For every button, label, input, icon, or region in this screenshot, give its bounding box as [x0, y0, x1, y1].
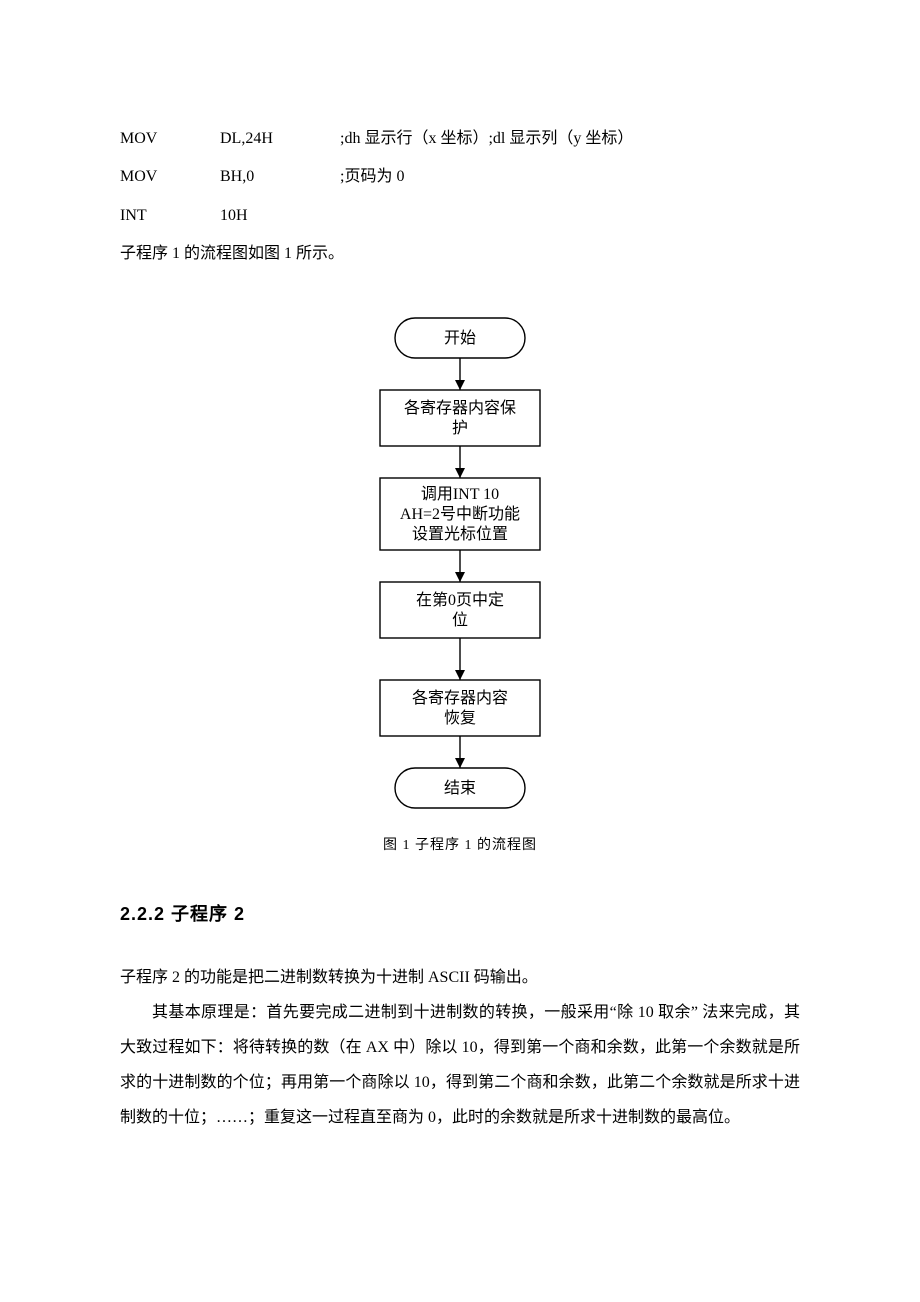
- code-comment: ;dh 显示行（x 坐标）;dl 显示列（y 坐标）: [340, 120, 800, 158]
- code-mnemonic: MOV: [120, 158, 220, 196]
- code-operand: DL,24H: [220, 120, 340, 158]
- svg-text:调用INT 10: 调用INT 10: [421, 485, 499, 503]
- assembly-code-block: MOV DL,24H ;dh 显示行（x 坐标）;dl 显示列（y 坐标） MO…: [120, 120, 800, 235]
- svg-text:各寄存器内容: 各寄存器内容: [412, 689, 508, 707]
- svg-text:在第0页中定: 在第0页中定: [416, 591, 504, 609]
- code-comment: ;页码为 0: [340, 158, 800, 196]
- code-mnemonic: MOV: [120, 120, 220, 158]
- svg-text:各寄存器内容保: 各寄存器内容保: [404, 399, 516, 417]
- svg-text:AH=2号中断功能: AH=2号中断功能: [400, 505, 520, 523]
- figure-caption: 图 1 子程序 1 的流程图: [383, 834, 537, 854]
- paragraph: 子程序 1 的流程图如图 1 所示。: [120, 235, 800, 273]
- code-line: MOV BH,0 ;页码为 0: [120, 158, 800, 196]
- flowchart-container: 开始各寄存器内容保护调用INT 10 AH=2号中断功能设置光标位置在第0页中定位…: [120, 314, 800, 854]
- code-operand: 10H: [220, 197, 340, 235]
- code-line: INT 10H: [120, 197, 800, 235]
- paragraph: 子程序 2 的功能是把二进制数转换为十进制 ASCII 码输出。: [120, 960, 800, 995]
- section-heading: 2.2.2 子程序 2: [120, 900, 800, 926]
- svg-text:结束: 结束: [444, 779, 476, 797]
- svg-text:设置光标位置: 设置光标位置: [412, 525, 508, 543]
- paragraph: 其基本原理是：首先要完成二进制到十进制数的转换，一般采用“除 10 取余” 法来…: [120, 995, 800, 1136]
- svg-text:开始: 开始: [444, 329, 476, 347]
- code-line: MOV DL,24H ;dh 显示行（x 坐标）;dl 显示列（y 坐标）: [120, 120, 800, 158]
- code-mnemonic: INT: [120, 197, 220, 235]
- svg-text:位: 位: [452, 611, 468, 629]
- document-page: MOV DL,24H ;dh 显示行（x 坐标）;dl 显示列（y 坐标） MO…: [0, 0, 920, 1302]
- code-operand: BH,0: [220, 158, 340, 196]
- svg-text:护: 护: [452, 419, 468, 437]
- code-comment: [340, 197, 800, 235]
- svg-text:恢复: 恢复: [444, 709, 476, 727]
- flowchart-svg: 开始各寄存器内容保护调用INT 10 AH=2号中断功能设置光标位置在第0页中定位…: [360, 314, 560, 814]
